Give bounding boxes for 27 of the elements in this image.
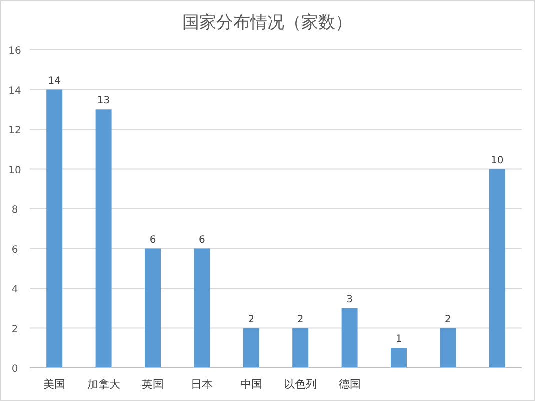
y-tick-label: 8: [12, 205, 18, 216]
data-label: 2: [248, 314, 255, 326]
data-label: 6: [150, 234, 156, 246]
y-tick-label: 2: [12, 324, 18, 336]
title: 国家分布情况（家数）: [182, 13, 352, 33]
y-tick-label: 10: [8, 165, 22, 176]
x-tick-label: 中国: [240, 378, 262, 391]
data-label: 14: [48, 76, 61, 87]
x-tick-label: 加拿大: [87, 378, 120, 391]
data-label: 13: [97, 96, 110, 107]
data-label: 10: [491, 155, 504, 166]
x-tick-label: 以色列: [284, 378, 318, 391]
data-label: 3: [346, 294, 353, 306]
x-tick-label: 日本: [191, 378, 214, 391]
x-tick-label: 德国: [338, 378, 361, 391]
y-tick-label: 6: [12, 244, 18, 256]
y-tick-label: 12: [8, 126, 22, 136]
y-tick-label: 14: [8, 86, 22, 97]
y-tick-label: 0: [12, 364, 18, 375]
data-label: 6: [199, 234, 206, 246]
y-tick-label: 4: [12, 284, 18, 296]
x-tick-label: 美国: [44, 378, 66, 391]
x-tick-label: 英国: [142, 378, 164, 391]
y-tick-label: 16: [8, 46, 22, 57]
data-label: 1: [396, 334, 402, 346]
data-label: 2: [297, 314, 304, 326]
data-label: 2: [445, 314, 452, 326]
